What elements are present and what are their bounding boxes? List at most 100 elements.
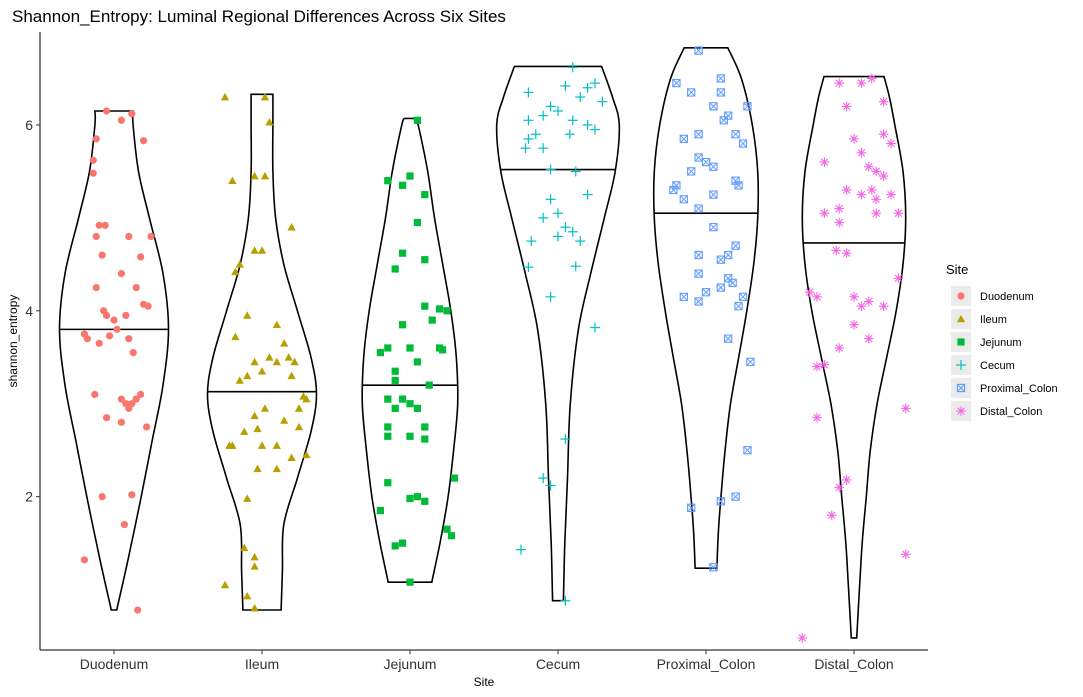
data-point	[679, 292, 688, 302]
data-point	[290, 357, 299, 366]
data-point	[672, 78, 681, 88]
data-point	[80, 556, 88, 564]
data-point	[137, 390, 145, 399]
data-point	[716, 283, 725, 292]
data-point	[443, 525, 451, 533]
legend-label: Distal_Colon	[980, 406, 1042, 418]
data-point	[841, 248, 852, 258]
data-point	[287, 453, 296, 461]
data-point	[220, 580, 230, 589]
plot-area	[58, 46, 911, 643]
data-point	[538, 110, 549, 121]
data-point	[901, 549, 911, 560]
data-point	[545, 194, 556, 205]
data-point	[590, 124, 600, 135]
data-point	[125, 404, 133, 412]
data-point	[92, 135, 100, 143]
data-point	[421, 302, 429, 310]
data-point	[421, 497, 429, 505]
data-point	[250, 411, 259, 420]
data-point	[384, 423, 392, 431]
data-point	[413, 358, 421, 366]
x-tick-label: Ileum	[245, 656, 279, 672]
data-point	[734, 181, 743, 190]
data-point	[117, 270, 125, 278]
data-point	[272, 464, 281, 473]
data-point	[582, 82, 593, 93]
data-point	[438, 346, 447, 354]
data-point	[132, 395, 140, 403]
data-point	[746, 357, 755, 367]
legend-item-duodenum: Duodenum	[951, 286, 1034, 306]
data-point	[83, 335, 91, 343]
data-point	[225, 441, 234, 449]
data-point	[280, 416, 289, 424]
data-point	[597, 96, 608, 107]
data-point	[819, 157, 830, 167]
data-point	[694, 250, 703, 260]
data-point	[590, 322, 600, 333]
data-point	[98, 493, 106, 501]
data-point	[849, 292, 859, 302]
data-point	[827, 510, 837, 521]
data-point	[709, 563, 718, 572]
data-point	[280, 339, 289, 347]
data-point	[117, 418, 125, 426]
data-point	[284, 353, 293, 361]
data-point	[567, 226, 578, 237]
data-point	[399, 539, 407, 547]
data-point	[391, 376, 399, 385]
data-point	[560, 80, 571, 91]
data-point	[878, 171, 889, 181]
data-point	[731, 130, 740, 139]
data-point	[406, 494, 414, 503]
data-point	[538, 212, 549, 223]
data-point	[866, 73, 877, 84]
data-point	[413, 116, 421, 124]
data-point	[384, 177, 392, 185]
data-point	[384, 479, 392, 487]
legend-item-jejunum: Jejunum	[951, 332, 1022, 352]
data-point	[413, 218, 421, 227]
data-point	[89, 156, 97, 164]
data-point	[250, 357, 259, 366]
data-point	[228, 176, 237, 185]
data-point	[523, 133, 534, 144]
data-point	[523, 87, 534, 98]
data-point	[406, 578, 414, 586]
data-point	[287, 371, 296, 380]
legend-label: Jejunum	[980, 337, 1022, 349]
data-point	[856, 189, 867, 200]
data-point	[871, 166, 881, 177]
legend-label: Duodenum	[980, 291, 1034, 303]
data-point	[129, 349, 137, 357]
data-point	[260, 171, 270, 180]
data-point	[724, 250, 733, 260]
data-point	[819, 208, 830, 219]
data-point	[260, 404, 270, 412]
data-point	[122, 311, 130, 320]
data-point	[443, 307, 451, 315]
violin-group-cecum	[495, 62, 621, 606]
data-point	[679, 195, 688, 204]
data-point	[538, 473, 549, 484]
data-point	[564, 129, 575, 140]
y-axis-title: shannon_entropy	[6, 295, 20, 388]
data-point	[841, 475, 852, 485]
data-point	[701, 157, 711, 167]
x-tick-label: Duodenum	[80, 656, 149, 672]
legend-marker	[956, 314, 966, 323]
data-point	[243, 371, 252, 380]
data-point	[516, 544, 526, 555]
legend-marker	[957, 338, 965, 346]
data-point	[687, 167, 696, 176]
data-point	[120, 520, 128, 529]
data-point	[287, 223, 296, 231]
data-point	[871, 208, 881, 219]
data-point	[140, 137, 148, 145]
data-point	[878, 129, 889, 140]
data-point	[871, 194, 881, 205]
data-point	[384, 395, 392, 403]
data-point	[834, 217, 844, 228]
data-point	[849, 319, 859, 330]
